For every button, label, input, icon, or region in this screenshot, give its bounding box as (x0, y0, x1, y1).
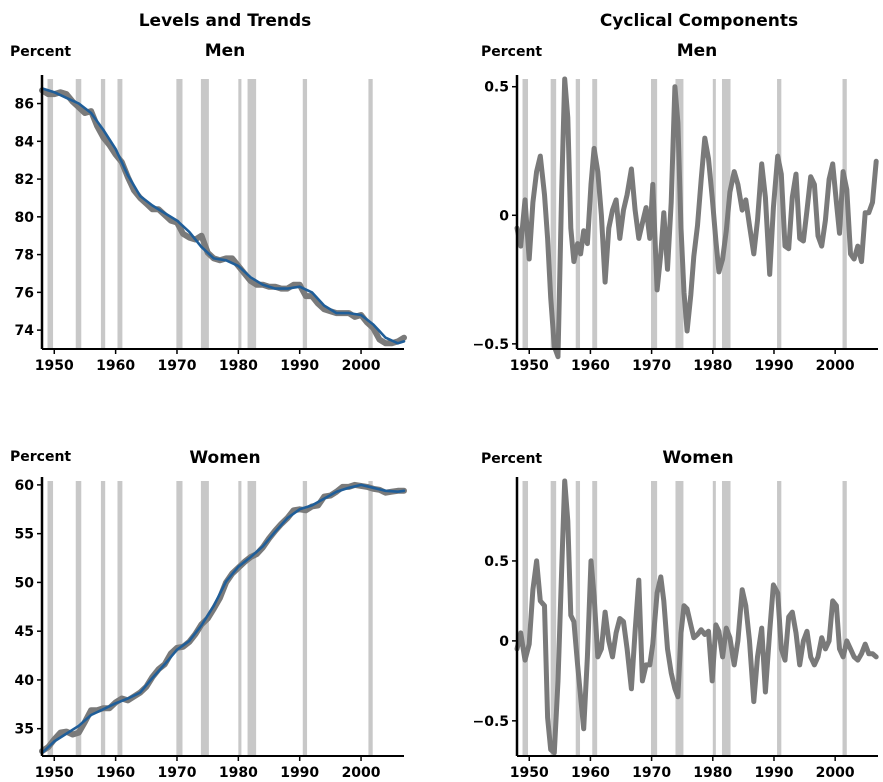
actual-line (39, 87, 407, 347)
recession-band (777, 79, 782, 349)
panel-women-level: Women Percent 1950 1960 1970 1980 1990 2000 35… (10, 448, 407, 781)
y-tick-label: −0.5 (472, 337, 509, 353)
x-tick-label: 1980 (693, 358, 732, 374)
x-tick-label: 1950 (35, 358, 74, 374)
actual-line (514, 478, 879, 756)
x-tick-label: 1960 (571, 358, 610, 374)
x-tick-label: 1950 (510, 765, 549, 781)
x-tick-label: 2000 (342, 765, 381, 781)
y-tick-label: 0.5 (484, 80, 509, 96)
y-tick-label: 55 (15, 527, 34, 543)
trend-line (40, 87, 406, 345)
recession-band (368, 79, 373, 349)
x-tick-label: 1960 (96, 765, 135, 781)
recession-band (200, 79, 209, 349)
recession-band (100, 481, 106, 756)
recession-band (176, 481, 183, 756)
x-tick-label: 1950 (510, 358, 549, 374)
ylabel: Percent (481, 451, 542, 467)
panel-men-level: Men Percent 1950 1960 1970 1980 1990 2000 74 76… (10, 41, 407, 374)
recession-band (47, 79, 54, 349)
recession-band (368, 481, 373, 756)
y-tick-label: 82 (15, 172, 34, 188)
recession-band (712, 481, 716, 756)
x-tick-label: 1990 (280, 765, 319, 781)
y-tick-label: 0.5 (484, 554, 509, 570)
x-tick-label: 2000 (342, 358, 381, 374)
x-tick-label: 1980 (219, 765, 258, 781)
y-tick-label: −0.5 (472, 714, 509, 730)
recession-band (75, 79, 82, 349)
y-tick-label: 80 (15, 210, 35, 226)
x-tick-label: 1980 (693, 765, 732, 781)
left-column-title: Levels and Trends (139, 11, 312, 31)
x-tick-label: 1950 (35, 765, 74, 781)
right-column-title: Cyclical Components (600, 11, 798, 31)
x-tick-label: 1970 (632, 358, 671, 374)
recession-band (117, 481, 123, 756)
recession-band (238, 79, 242, 349)
y-tick-label: 78 (15, 248, 34, 264)
panel-women-cycle: Women Percent 1950 1960 1970 1980 1990 2000 −0… (472, 448, 879, 781)
recession-band (302, 79, 308, 349)
recession-band (721, 481, 731, 756)
recession-band (117, 79, 123, 349)
recession-band (238, 481, 242, 756)
ylabel: Percent (481, 44, 542, 60)
x-tick-label: 1960 (96, 358, 135, 374)
recession-band (75, 481, 82, 756)
recession-band (47, 481, 54, 756)
panel-title: Men (677, 41, 718, 61)
recession-band (675, 481, 684, 756)
y-tick-label: 40 (15, 673, 35, 689)
y-tick-label: 50 (15, 575, 35, 591)
ylabel: Percent (10, 449, 71, 465)
x-tick-label: 1970 (157, 765, 196, 781)
y-tick-label: 74 (15, 323, 35, 339)
x-tick-label: 2000 (816, 765, 855, 781)
y-tick-label: 0 (499, 208, 509, 224)
x-tick-label: 1990 (754, 358, 793, 374)
recession-band (302, 481, 308, 756)
recession-band (592, 79, 598, 349)
y-tick-label: 35 (15, 722, 34, 738)
actual-line (514, 76, 879, 360)
recession-band (247, 79, 257, 349)
recession-band (247, 481, 257, 756)
ylabel: Percent (10, 44, 71, 60)
recession-band (575, 79, 581, 349)
recession-band (550, 79, 557, 349)
x-tick-label: 1990 (280, 358, 319, 374)
x-tick-label: 2000 (816, 358, 855, 374)
recession-band (100, 79, 106, 349)
panel-title: Men (205, 41, 246, 61)
trend-line (40, 483, 406, 755)
x-tick-label: 1990 (754, 765, 793, 781)
y-tick-label: 45 (15, 624, 34, 640)
x-tick-label: 1960 (571, 765, 610, 781)
recession-band (522, 481, 529, 756)
recession-band (842, 481, 847, 756)
x-tick-label: 1970 (632, 765, 671, 781)
y-tick-label: 0 (499, 634, 509, 650)
recession-band (550, 481, 557, 756)
panel-title: Women (189, 448, 260, 468)
recession-band (575, 481, 581, 756)
y-tick-label: 76 (15, 285, 34, 301)
y-tick-label: 60 (15, 478, 35, 494)
panel-title: Women (662, 448, 733, 468)
x-tick-label: 1980 (219, 358, 258, 374)
x-tick-label: 1970 (157, 358, 196, 374)
recession-band (176, 79, 183, 349)
y-tick-label: 84 (15, 134, 35, 150)
panel-men-cycle: Men Percent 1950 1960 1970 1980 1990 2000 −0.5… (472, 41, 879, 374)
recession-band (842, 79, 847, 349)
y-tick-label: 86 (15, 97, 34, 113)
